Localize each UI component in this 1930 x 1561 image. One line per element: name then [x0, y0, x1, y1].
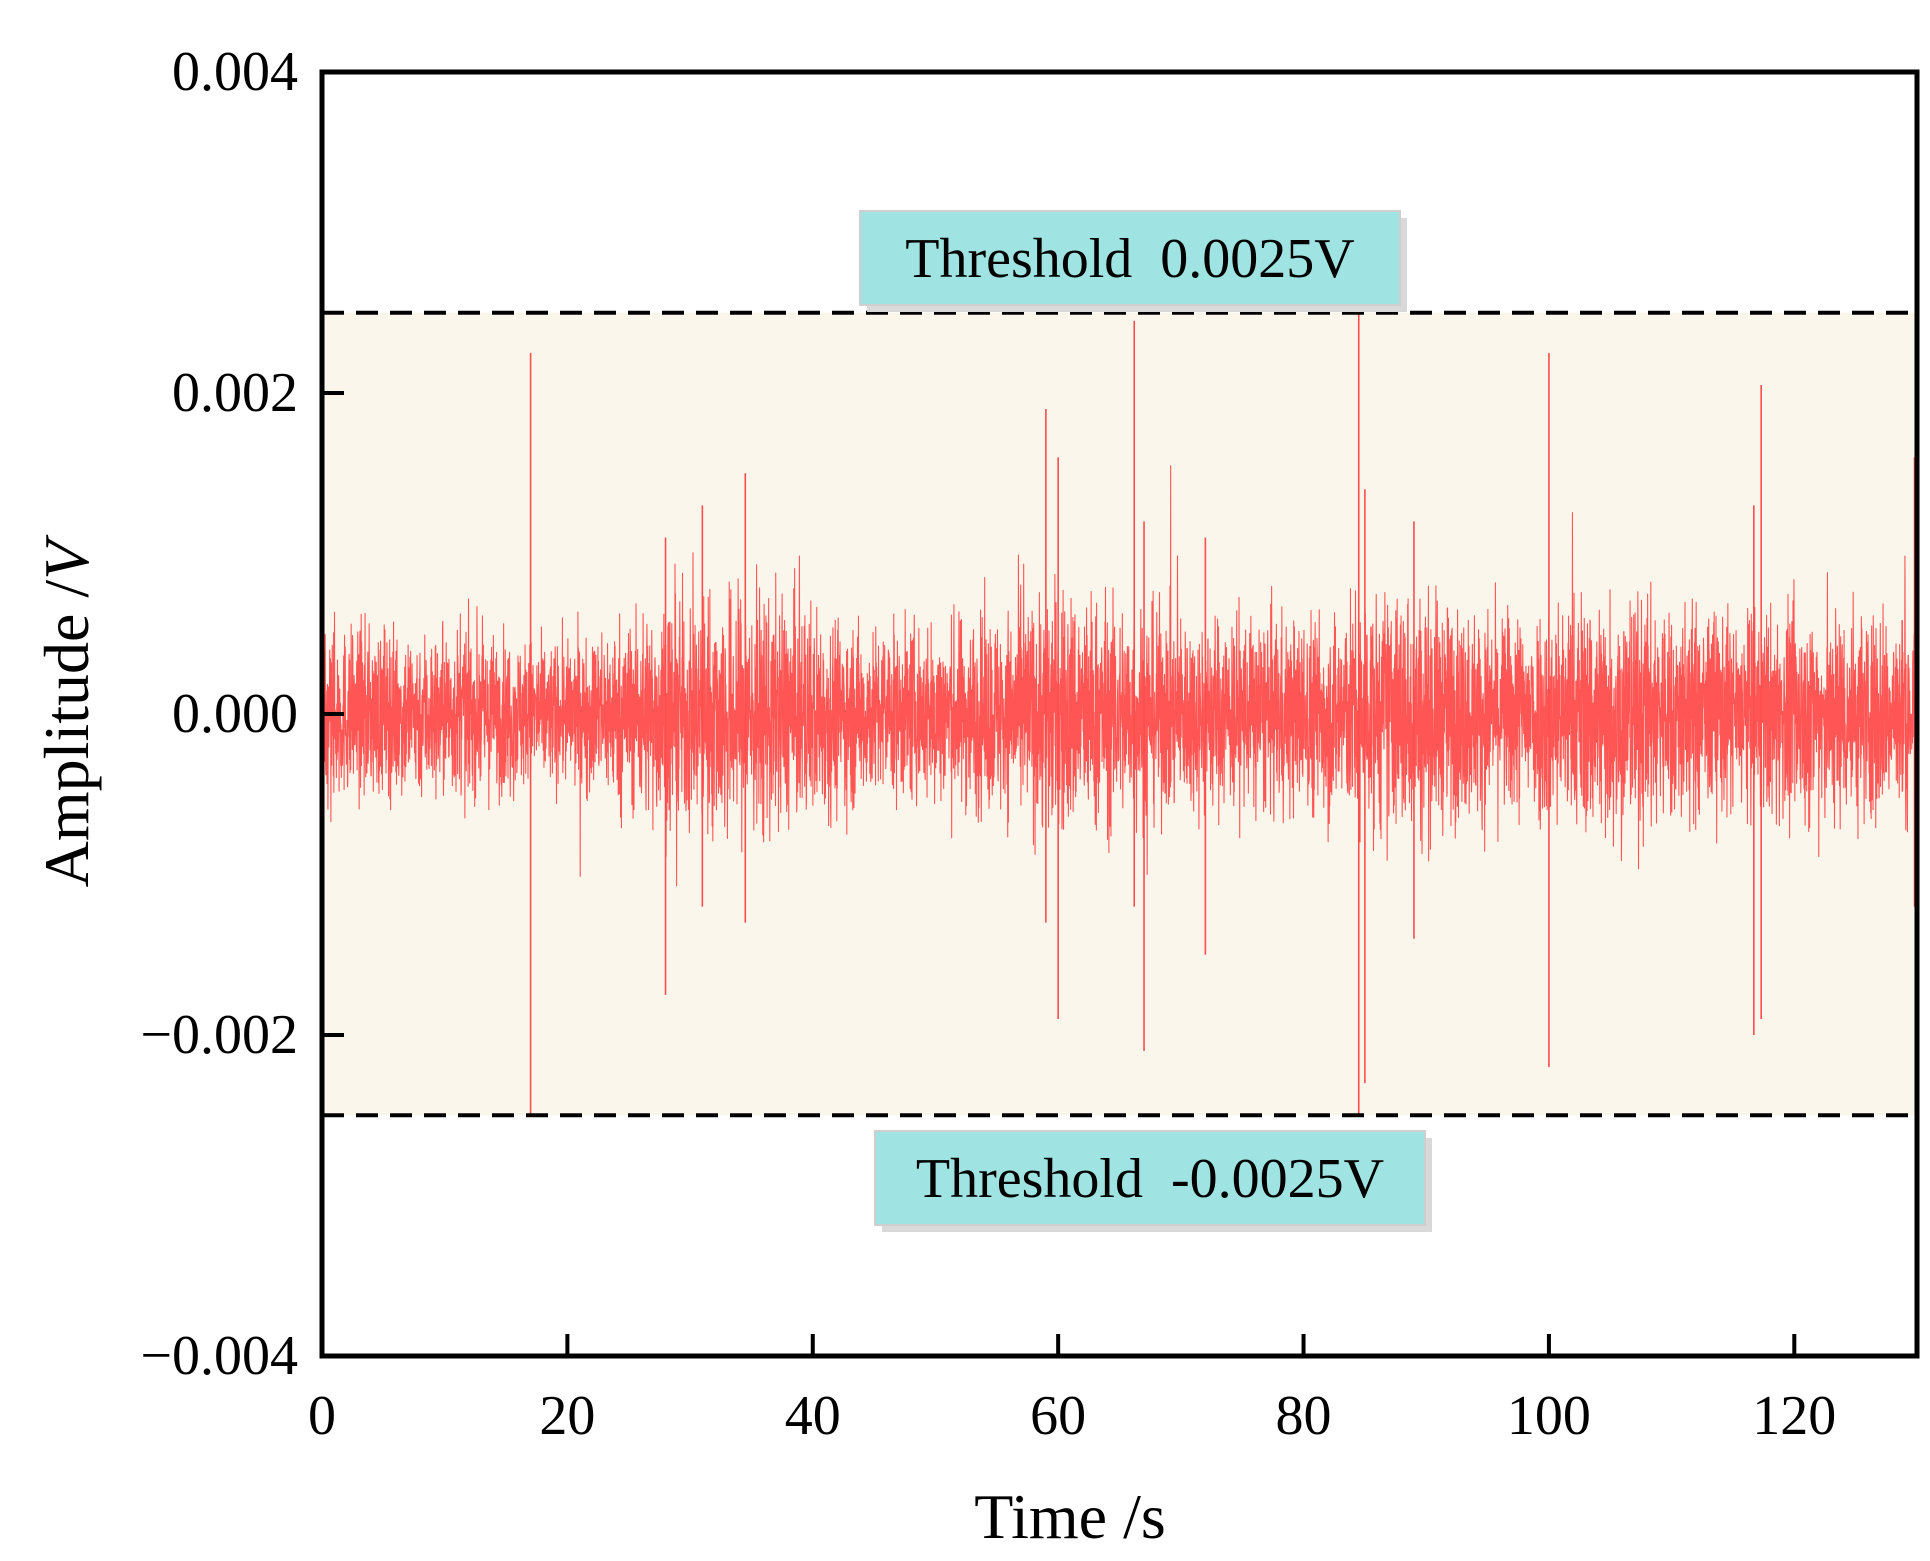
x-tick-label: 0: [308, 1385, 336, 1447]
y-tick-label: 0.004: [172, 41, 298, 103]
y-tick-label: −0.004: [140, 1325, 298, 1387]
y-axis-title: Amplitude /V: [31, 534, 102, 888]
upper-threshold-label: Threshold 0.0025V: [859, 210, 1407, 312]
x-tick-label: 100: [1507, 1385, 1591, 1447]
signal-line: [322, 465, 1917, 887]
x-axis-title: Time /s: [974, 1481, 1166, 1552]
y-axis-title-unit: V: [31, 534, 102, 580]
upper-threshold-text: Threshold 0.0025V: [905, 228, 1355, 290]
y-axis-title-text: Amplitude /: [31, 580, 102, 888]
x-axis-ticks: 0 20 40 60 80 100 120: [308, 1334, 1836, 1447]
y-axis-ticks: 0.004 0.002 0.000 −0.002 −0.004: [140, 41, 344, 1387]
x-tick-label: 40: [785, 1385, 841, 1447]
lower-threshold-text: Threshold -0.0025V: [916, 1148, 1384, 1210]
y-tick-label: 0.000: [172, 683, 298, 745]
x-tick-label: 20: [539, 1385, 595, 1447]
threshold-lines: [322, 310, 1917, 1118]
x-tick-label: 80: [1276, 1385, 1332, 1447]
signal-trace: [322, 304, 1917, 1116]
x-tick-label: 120: [1752, 1385, 1836, 1447]
x-tick-label: 60: [1030, 1385, 1086, 1447]
y-tick-label: 0.002: [172, 362, 298, 424]
lower-threshold-label: Threshold -0.0025V: [874, 1130, 1432, 1232]
y-tick-label: −0.002: [140, 1004, 298, 1066]
